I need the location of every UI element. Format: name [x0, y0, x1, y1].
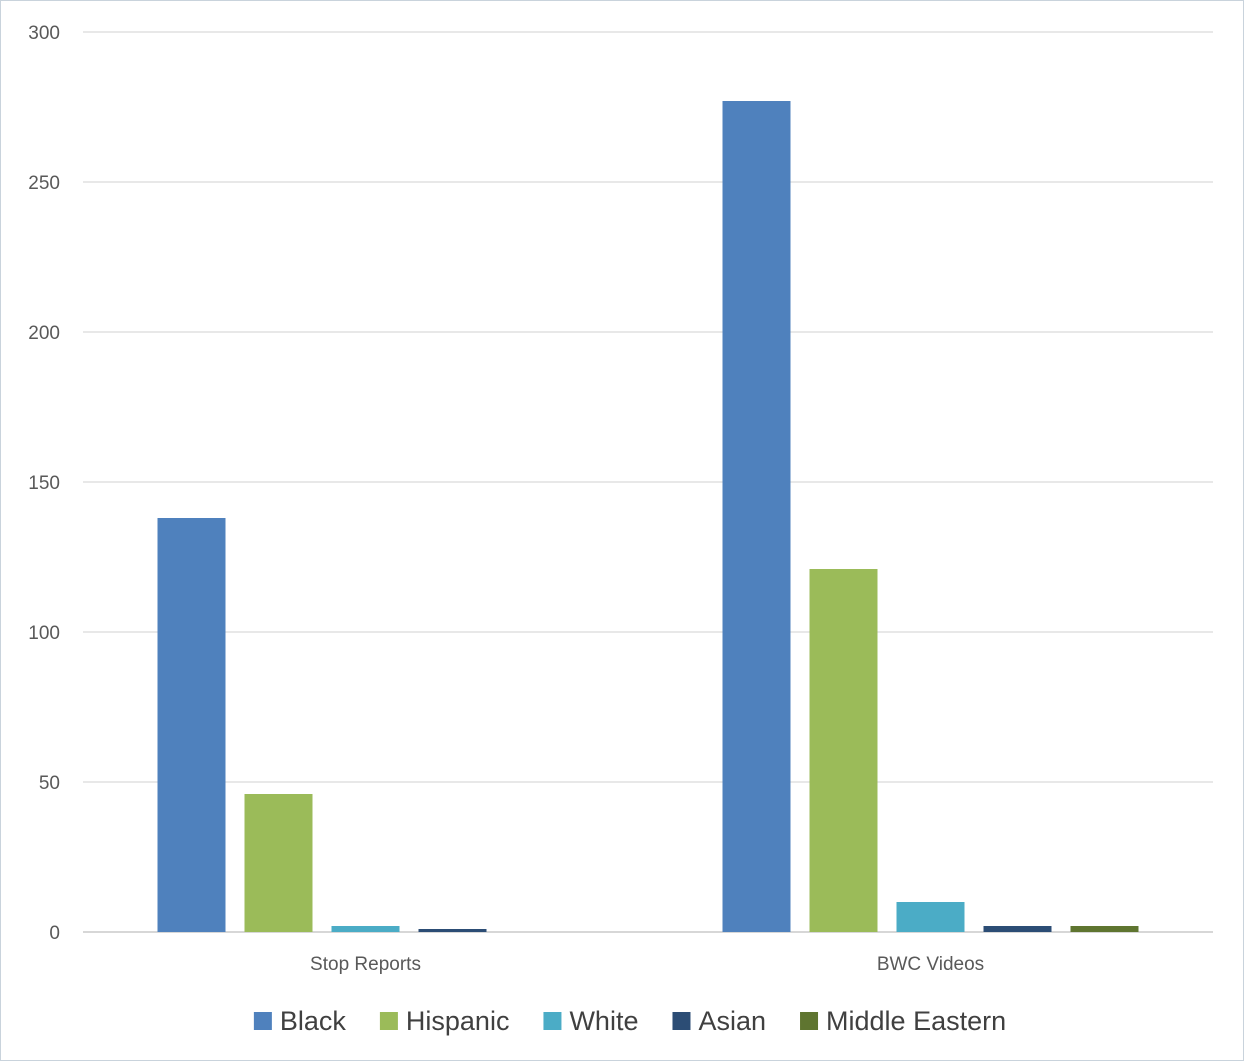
bar-asian-stop-reports — [418, 929, 487, 932]
y-tick-label: 200 — [28, 323, 60, 344]
bar-white-bwc-videos — [896, 902, 965, 932]
legend-item-white: White — [543, 1006, 638, 1036]
bar-hispanic-bwc-videos — [809, 569, 878, 932]
legend-item-black: Black — [253, 1006, 347, 1036]
y-tick-label: 50 — [39, 773, 60, 794]
legend: Black Hispanic White Asian Middle Eastern — [253, 1006, 1006, 1036]
y-tick-label: 0 — [49, 923, 60, 944]
x-axis: Stop Reports BWC Videos — [310, 954, 984, 975]
legend-swatch — [379, 1012, 398, 1030]
legend-swatch — [672, 1012, 691, 1030]
legend-item-asian: Asian — [672, 1006, 766, 1036]
bar-black-stop-reports — [157, 518, 226, 932]
bar-middle-eastern-bwc-videos — [1070, 926, 1139, 932]
legend-swatch — [800, 1012, 819, 1030]
bar-asian-bwc-videos — [983, 926, 1052, 932]
y-tick-label: 250 — [28, 173, 60, 194]
legend-label: Hispanic — [406, 1006, 510, 1036]
legend-item-middle-eastern: Middle Eastern — [800, 1006, 1006, 1036]
x-category-label: Stop Reports — [310, 954, 421, 975]
bar-white-stop-reports — [331, 926, 400, 932]
y-tick-label: 100 — [28, 623, 60, 644]
legend-swatch — [253, 1012, 272, 1030]
legend-swatch — [543, 1012, 562, 1030]
y-tick-label: 150 — [28, 473, 60, 494]
legend-item-hispanic: Hispanic — [379, 1006, 510, 1036]
y-axis: 0 50 100 150 200 250 300 — [28, 23, 60, 944]
bars — [157, 101, 1139, 932]
legend-label: Asian — [698, 1006, 766, 1036]
bar-black-bwc-videos — [722, 101, 791, 932]
bar-hispanic-stop-reports — [244, 794, 313, 932]
y-tick-label: 300 — [28, 23, 60, 44]
legend-label: Black — [280, 1006, 347, 1036]
x-category-label: BWC Videos — [877, 954, 984, 975]
legend-label: White — [569, 1006, 638, 1036]
legend-label: Middle Eastern — [826, 1006, 1006, 1036]
